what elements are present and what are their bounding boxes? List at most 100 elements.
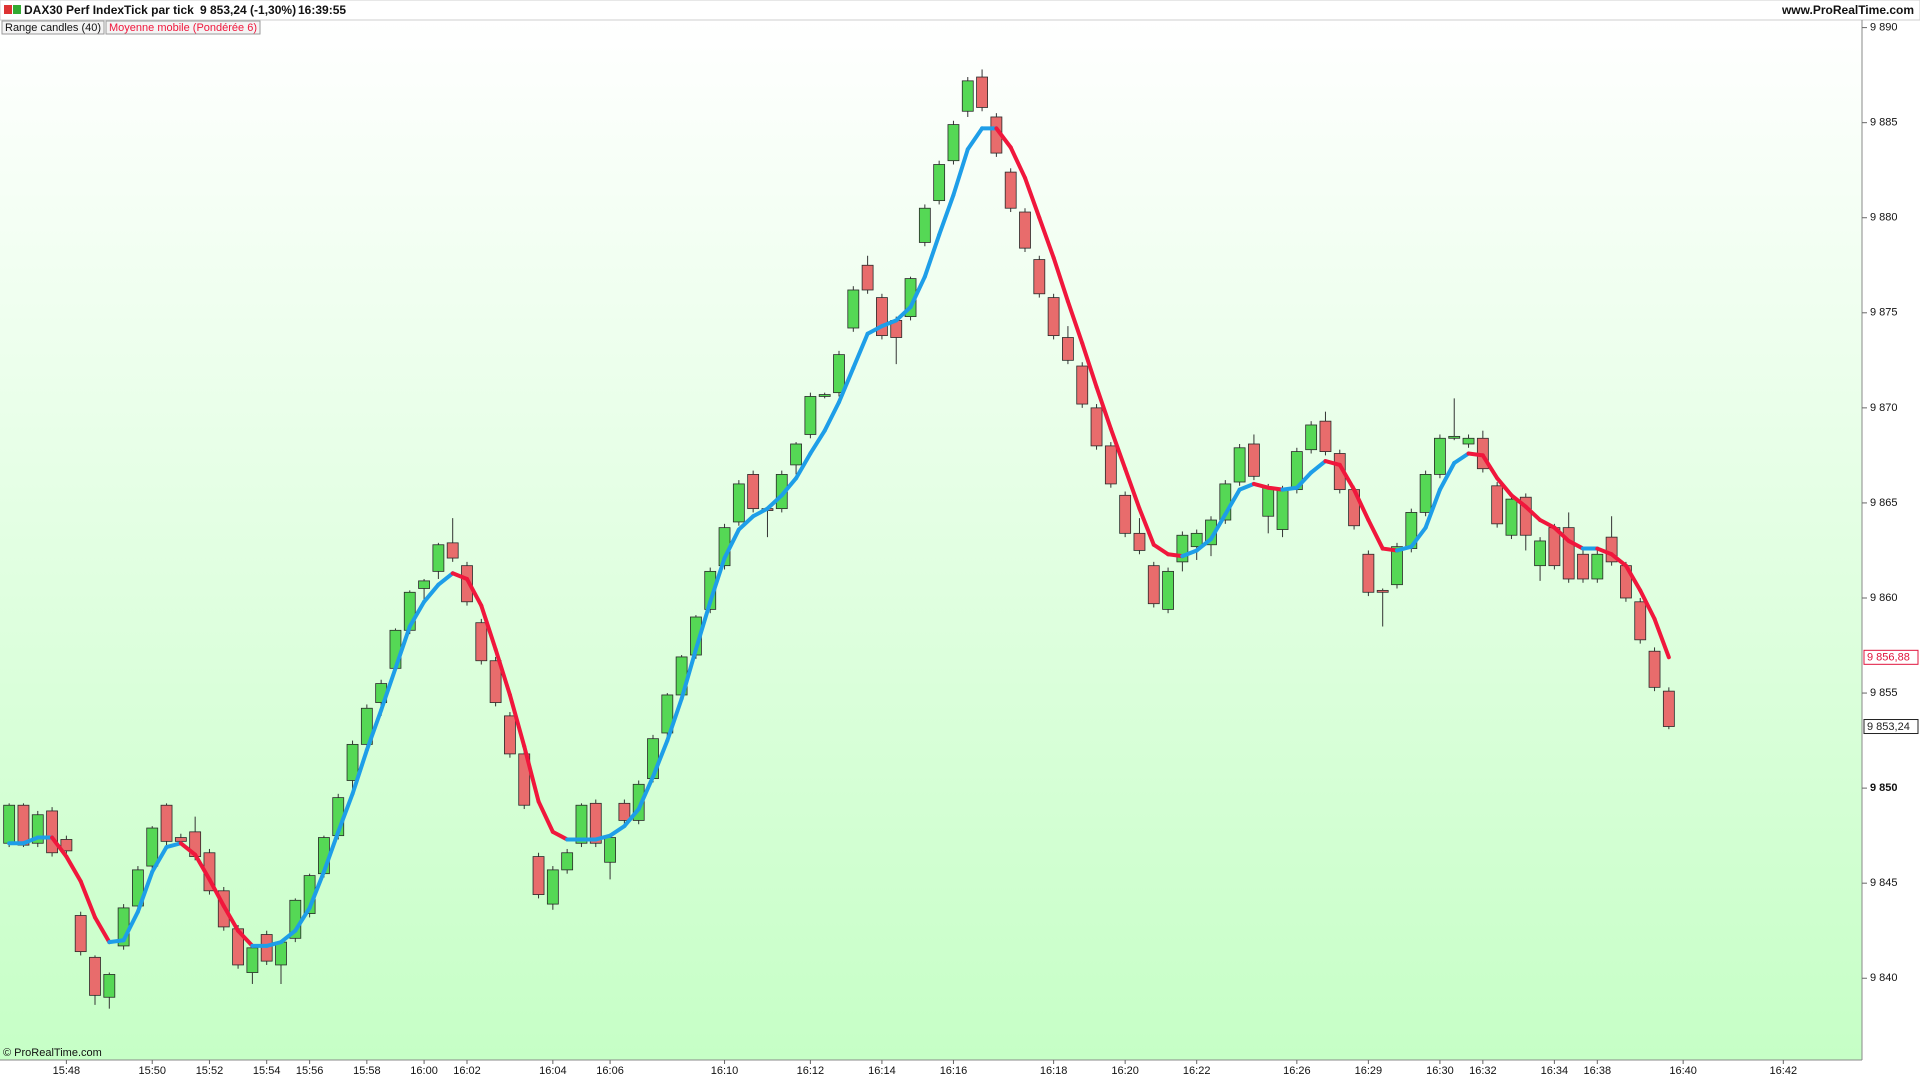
moving-average-segment: [1538, 518, 1557, 530]
moving-average-segment: [1366, 518, 1385, 551]
candle-body: [89, 956, 101, 996]
moving-average-segment: [336, 791, 355, 834]
moving-average-segment: [608, 824, 627, 838]
plot-area: [0, 20, 1862, 1060]
moving-average-segment: [178, 841, 198, 857]
moving-average-segment: [550, 829, 570, 842]
candle-body: [1147, 565, 1160, 605]
y-tick-label: 9 845: [1870, 877, 1898, 889]
candle-body: [432, 544, 445, 572]
candle-body: [1276, 489, 1289, 530]
candle-body: [1376, 589, 1389, 593]
moving-average-segment: [779, 476, 799, 498]
candle-body: [17, 804, 30, 846]
moving-average-segment: [922, 232, 942, 279]
moving-average-segment: [1523, 504, 1543, 523]
moving-average-segment: [1480, 453, 1500, 481]
price-marker-box: [1863, 719, 1919, 735]
candle-body: [60, 839, 73, 852]
candle-body: [1519, 496, 1532, 536]
x-tick-label: 16:06: [596, 1065, 624, 1077]
moving-average-segment: [1194, 537, 1213, 553]
x-tick-label: 16:29: [1355, 1065, 1383, 1077]
x-tick-label: 16:14: [868, 1065, 896, 1077]
moving-average-segment: [350, 748, 369, 796]
candle-body: [275, 941, 287, 966]
candle-body: [1176, 534, 1189, 563]
candle-body: [461, 565, 473, 603]
candle-body: [446, 542, 459, 559]
candle-body: [1319, 420, 1332, 452]
moving-average-segment: [636, 774, 655, 812]
moving-average-segment: [1094, 384, 1113, 431]
x-tick-label: 16:42: [1770, 1065, 1798, 1077]
quote: 9 853,24 (-1,30%): [200, 3, 296, 17]
instrument-title: DAX30 Perf Index: [24, 3, 124, 17]
moving-average-segment: [1280, 485, 1299, 492]
candle-body: [1591, 553, 1604, 580]
moving-average-segment: [1495, 476, 1514, 498]
time: 16:39:55: [298, 3, 346, 17]
x-tick-label: 15:58: [353, 1065, 381, 1077]
y-tick-label: 9 875: [1870, 307, 1898, 319]
candle-body: [1104, 445, 1117, 485]
candle-body: [1462, 437, 1475, 445]
legend-label: Moyenne mobile (Pondérée 6): [109, 22, 257, 34]
candle-body: [1491, 485, 1504, 525]
candle-body: [31, 814, 44, 844]
moving-average-segment: [236, 928, 255, 948]
candle-body: [1004, 171, 1017, 209]
price-marker-box: [1863, 649, 1919, 665]
moving-average-segment: [50, 835, 69, 859]
moving-average-segment: [221, 903, 241, 933]
icon: [4, 5, 12, 14]
moving-average-segment: [107, 938, 126, 945]
moving-average-segment: [1623, 563, 1643, 593]
moving-average-segment: [1108, 426, 1128, 471]
moving-average-segment: [751, 506, 770, 519]
candle-body: [861, 264, 874, 291]
candle-body: [947, 124, 960, 162]
icon: [13, 5, 21, 14]
moving-average-segment: [851, 331, 870, 370]
candle-body: [489, 660, 502, 703]
moving-average-segment: [951, 147, 970, 197]
moving-average-segment: [1008, 145, 1027, 180]
candle-body: [1577, 553, 1589, 580]
y-tick-label: 9 890: [1870, 22, 1898, 34]
moving-average-segment: [1609, 552, 1628, 568]
candle-body: [1534, 540, 1546, 567]
y-tick-label: 9 865: [1870, 497, 1898, 509]
moving-average-segment: [1166, 552, 1185, 559]
candle-body: [604, 837, 616, 863]
moving-average-segment: [1123, 466, 1142, 511]
x-tick-label: 15:50: [138, 1065, 166, 1077]
moving-average-segment: [1652, 616, 1671, 660]
candle-body: [346, 743, 359, 781]
candle-body: [174, 837, 187, 842]
moving-average-segment: [794, 451, 813, 481]
candle-body: [847, 289, 860, 329]
moving-average-segment: [1409, 525, 1428, 549]
candle-body: [933, 164, 946, 202]
moving-average-segment: [837, 365, 856, 405]
moving-average-segment: [1180, 548, 1199, 559]
moving-average-segment: [207, 877, 226, 908]
candle-body: [1047, 297, 1060, 337]
moving-average-segment: [293, 905, 312, 933]
x-tick-label: 16:10: [711, 1065, 739, 1077]
moving-average-segment: [536, 799, 555, 834]
x-tick-label: 16:40: [1669, 1065, 1697, 1077]
candle-body: [1391, 546, 1403, 586]
moving-average-segment: [1337, 462, 1357, 492]
x-tick-label: 16:04: [539, 1065, 567, 1077]
moving-average-segment: [1023, 175, 1042, 220]
candle-body: [46, 810, 58, 854]
moving-average-segment: [1437, 460, 1457, 492]
candle-body: [561, 852, 574, 871]
moving-average-segment: [264, 940, 283, 948]
moving-average-segment: [1266, 485, 1285, 492]
candle-body: [575, 804, 588, 844]
moving-average-segment: [1452, 451, 1471, 465]
x-tick-label: 15:52: [196, 1065, 224, 1077]
